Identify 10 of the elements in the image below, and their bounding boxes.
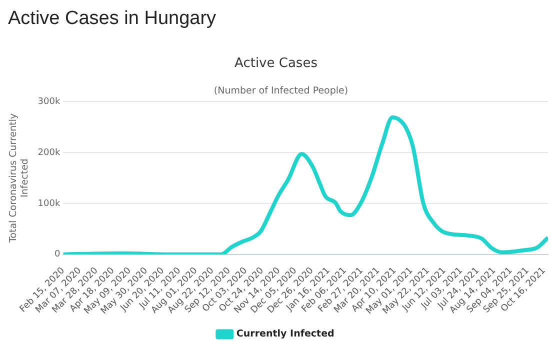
chart-title: Active Cases in Hungary	[8, 8, 216, 30]
y-tick-label: 100k	[38, 198, 61, 209]
chart-subtitle: Active Cases	[234, 56, 318, 72]
legend-label: Currently Infected	[236, 328, 334, 340]
text: (Number of Infected People)	[214, 85, 348, 96]
y-axis-title: Total Coronavirus Currently Infected	[8, 113, 31, 244]
y-tick-label: 300k	[38, 96, 61, 107]
y-tick-label: 0	[54, 250, 60, 260]
y-tick-label: 200k	[38, 148, 61, 158]
line-series	[63, 115, 548, 254]
